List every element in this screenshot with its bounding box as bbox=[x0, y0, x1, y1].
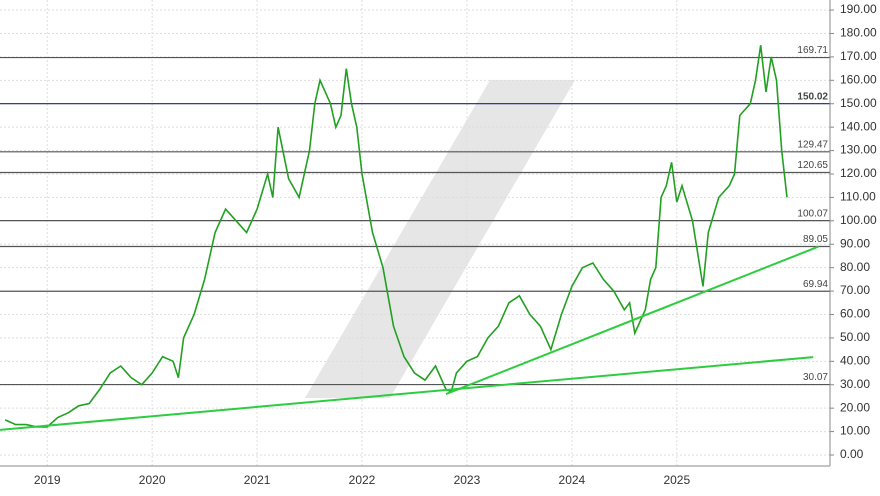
y-tick-label: 150.00 bbox=[840, 96, 877, 110]
y-tick-label: 80.00 bbox=[840, 260, 870, 274]
y-tick-label: 60.00 bbox=[840, 307, 870, 321]
x-tick-label: 2022 bbox=[349, 473, 376, 487]
y-tick-label: 90.00 bbox=[840, 236, 870, 250]
y-tick-label: 70.00 bbox=[840, 283, 870, 297]
x-tick-label: 2019 bbox=[34, 473, 61, 487]
level-label: 120.65 bbox=[797, 160, 828, 171]
x-tick-label: 2021 bbox=[244, 473, 271, 487]
x-tick-label: 2020 bbox=[139, 473, 166, 487]
y-tick-label: 170.00 bbox=[840, 49, 877, 63]
y-tick-label: 100.00 bbox=[840, 213, 877, 227]
y-tick-label: 10.00 bbox=[840, 424, 870, 438]
level-label: 69.94 bbox=[803, 279, 828, 290]
y-tick-label: 140.00 bbox=[840, 119, 877, 133]
y-tick-label: 120.00 bbox=[840, 166, 877, 180]
y-tick-label: 130.00 bbox=[840, 143, 877, 157]
level-label: 30.07 bbox=[803, 372, 828, 383]
trend-line bbox=[0, 356, 814, 431]
y-tick-label: 40.00 bbox=[840, 353, 870, 367]
y-tick-label: 160.00 bbox=[840, 72, 877, 86]
x-tick-label: 2023 bbox=[454, 473, 481, 487]
price-line bbox=[4, 45, 788, 428]
level-label: 150.02 bbox=[797, 91, 828, 102]
level-label: 100.07 bbox=[797, 208, 828, 219]
y-tick-label: 0.00 bbox=[840, 447, 864, 461]
watermark bbox=[305, 80, 575, 398]
trend-line bbox=[445, 245, 819, 396]
level-label: 89.05 bbox=[803, 234, 828, 245]
level-label: 169.71 bbox=[797, 45, 828, 56]
y-tick-label: 180.00 bbox=[840, 26, 877, 40]
x-tick-label: 2024 bbox=[559, 473, 586, 487]
y-tick-label: 190.00 bbox=[840, 2, 877, 16]
y-tick-label: 50.00 bbox=[840, 330, 870, 344]
level-label: 129.47 bbox=[797, 139, 828, 150]
x-tick-label: 2025 bbox=[663, 473, 690, 487]
y-tick-label: 30.00 bbox=[840, 377, 870, 391]
y-tick-label: 110.00 bbox=[840, 190, 876, 204]
y-tick-label: 20.00 bbox=[840, 400, 870, 414]
